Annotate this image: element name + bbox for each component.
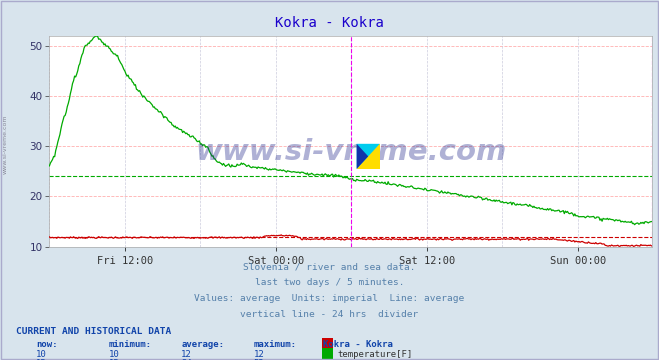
- Text: 15: 15: [109, 359, 119, 360]
- Text: 24: 24: [181, 359, 192, 360]
- Text: maximum:: maximum:: [254, 340, 297, 349]
- Text: CURRENT AND HISTORICAL DATA: CURRENT AND HISTORICAL DATA: [16, 327, 172, 336]
- Text: 12: 12: [181, 350, 192, 359]
- Text: vertical line - 24 hrs  divider: vertical line - 24 hrs divider: [241, 310, 418, 319]
- Text: 15: 15: [36, 359, 47, 360]
- Text: www.si-vreme.com: www.si-vreme.com: [195, 138, 507, 166]
- Text: 10: 10: [109, 350, 119, 359]
- Text: Slovenia / river and sea data.: Slovenia / river and sea data.: [243, 262, 416, 271]
- Text: Kokra - Kokra: Kokra - Kokra: [323, 340, 393, 349]
- Text: www.si-vreme.com: www.si-vreme.com: [3, 114, 8, 174]
- Text: temperature[F]: temperature[F]: [337, 350, 413, 359]
- Text: Kokra - Kokra: Kokra - Kokra: [275, 17, 384, 30]
- Text: now:: now:: [36, 340, 58, 349]
- Polygon shape: [357, 144, 380, 169]
- Polygon shape: [357, 144, 368, 169]
- Polygon shape: [357, 144, 380, 169]
- Text: 52: 52: [254, 359, 264, 360]
- Text: average:: average:: [181, 340, 224, 349]
- Text: last two days / 5 minutes.: last two days / 5 minutes.: [255, 278, 404, 287]
- Text: minimum:: minimum:: [109, 340, 152, 349]
- Text: Values: average  Units: imperial  Line: average: Values: average Units: imperial Line: av…: [194, 294, 465, 303]
- Text: flow[foot3/min]: flow[foot3/min]: [337, 359, 418, 360]
- Text: 10: 10: [36, 350, 47, 359]
- Text: 12: 12: [254, 350, 264, 359]
